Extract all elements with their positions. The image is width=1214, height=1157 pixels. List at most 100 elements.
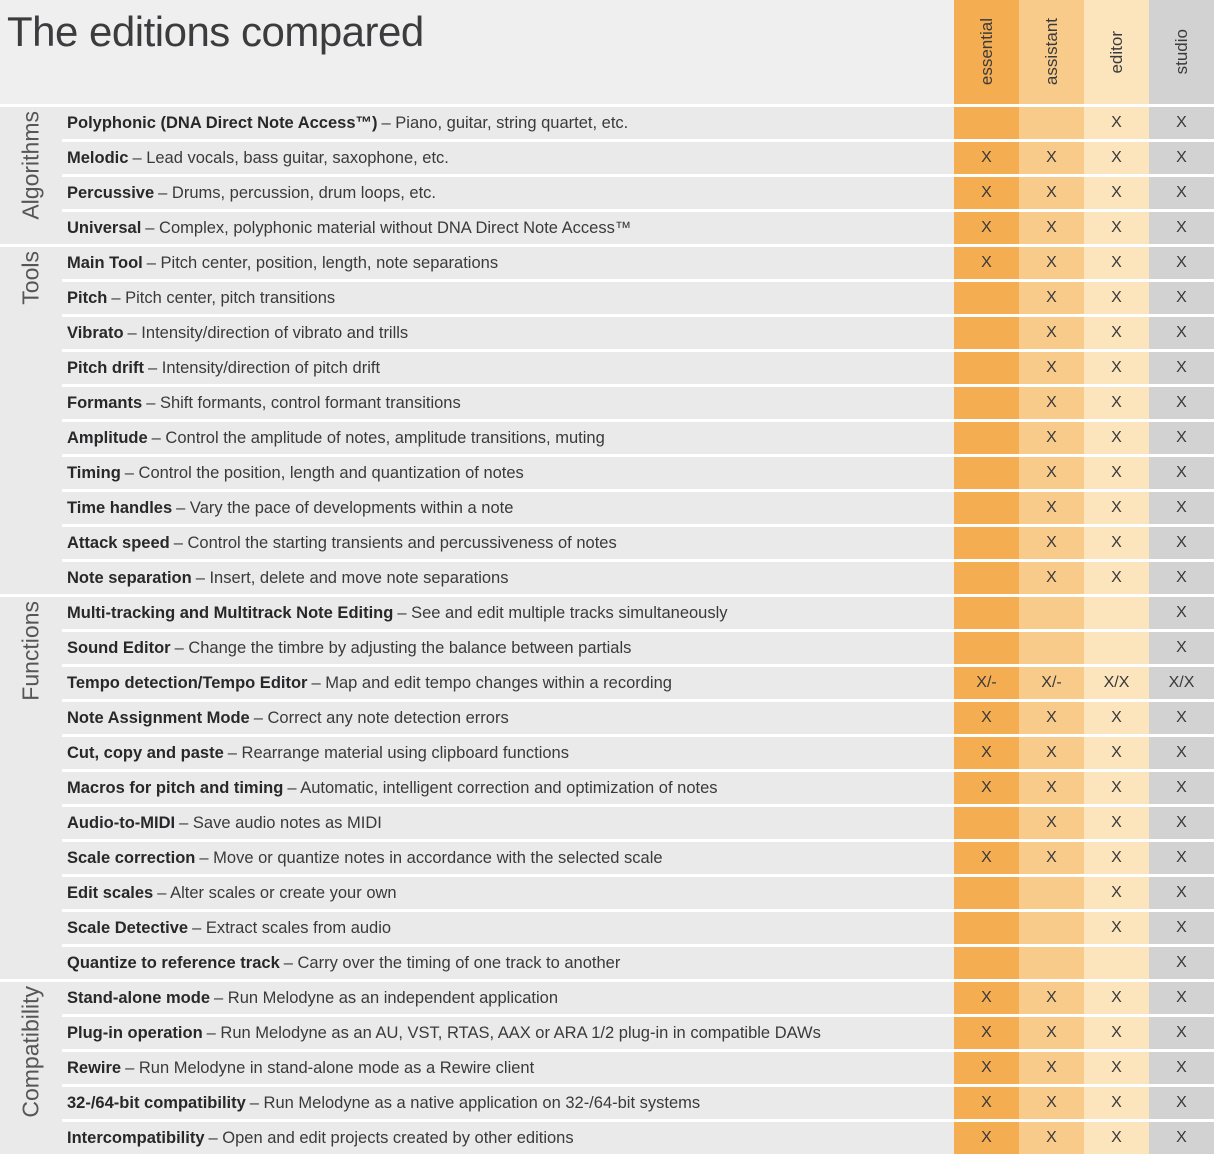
edition-cell-assistant: X bbox=[1019, 492, 1084, 524]
table-row: Rewire – Run Melodyne in stand-alone mode… bbox=[62, 1052, 1214, 1084]
edition-cell-assistant: X bbox=[1019, 177, 1084, 209]
feature-description: – Open and edit projects created by othe… bbox=[208, 1128, 574, 1147]
feature-cell: Vibrato – Intensity/direction of vibrato … bbox=[62, 317, 954, 349]
edition-cell-editor: X bbox=[1084, 1122, 1149, 1154]
feature-cell: Scale correction – Move or quantize notes… bbox=[62, 842, 954, 874]
feature-cell: Sound Editor – Change the timbre by adjus… bbox=[62, 632, 954, 664]
edition-cell-editor: X bbox=[1084, 177, 1149, 209]
edition-cell-assistant bbox=[1019, 947, 1084, 979]
edition-cell-editor: X bbox=[1084, 107, 1149, 139]
edition-cell-essential bbox=[954, 947, 1019, 979]
edition-cell-studio: X bbox=[1149, 1122, 1214, 1154]
edition-cell-assistant: X bbox=[1019, 387, 1084, 419]
edition-cell-editor bbox=[1084, 597, 1149, 629]
edition-cell-editor: X bbox=[1084, 877, 1149, 909]
feature-name: Formants bbox=[67, 393, 143, 412]
feature-cell: Timing – Control the position, length and… bbox=[62, 457, 954, 489]
feature-description: – Intensity/direction of pitch drift bbox=[148, 358, 381, 377]
table-row: Time handles – Vary the pace of developme… bbox=[62, 492, 1214, 524]
column-header-editor: editor bbox=[1084, 0, 1149, 104]
edition-cell-editor: X bbox=[1084, 842, 1149, 874]
edition-cell-editor bbox=[1084, 947, 1149, 979]
edition-cell-assistant: X/- bbox=[1019, 667, 1084, 699]
section-gutter: Tools bbox=[0, 247, 62, 594]
table-row: Tempo detection/Tempo Editor – Map and ed… bbox=[62, 667, 1214, 699]
section-label: Functions bbox=[17, 601, 44, 701]
edition-cell-studio: X bbox=[1149, 947, 1214, 979]
section-algorithms: Algorithms Polyphonic (DNA Direct Note Ac… bbox=[0, 107, 1214, 244]
edition-cell-essential bbox=[954, 352, 1019, 384]
feature-name: Rewire bbox=[67, 1058, 122, 1077]
table-row: Scale Detective – Extract scales from aud… bbox=[62, 912, 1214, 944]
edition-cell-essential: X bbox=[954, 1017, 1019, 1049]
edition-cell-studio: X bbox=[1149, 247, 1214, 279]
edition-cell-editor: X bbox=[1084, 982, 1149, 1014]
edition-cell-assistant bbox=[1019, 632, 1084, 664]
table-row: Main Tool – Pitch center, position, lengt… bbox=[62, 247, 1214, 279]
edition-cell-essential bbox=[954, 527, 1019, 559]
feature-cell: Rewire – Run Melodyne in stand-alone mode… bbox=[62, 1052, 954, 1084]
feature-cell: Plug-in operation – Run Melodyne as an AU… bbox=[62, 1017, 954, 1049]
edition-cell-studio: X bbox=[1149, 702, 1214, 734]
edition-cell-studio: X bbox=[1149, 807, 1214, 839]
feature-name: Pitch bbox=[67, 288, 108, 307]
feature-name: Melodic bbox=[67, 148, 129, 167]
table-row: Sound Editor – Change the timbre by adjus… bbox=[62, 632, 1214, 664]
edition-cell-assistant: X bbox=[1019, 1087, 1084, 1119]
feature-name: Multi-tracking and Multitrack Note Editi… bbox=[67, 603, 394, 622]
feature-description: – Shift formants, control formant transi… bbox=[146, 393, 461, 412]
feature-description: – Piano, guitar, string quartet, etc. bbox=[381, 113, 629, 132]
edition-cell-essential: X bbox=[954, 177, 1019, 209]
edition-cell-assistant bbox=[1019, 597, 1084, 629]
edition-cell-editor: X bbox=[1084, 387, 1149, 419]
table-row: Percussive – Drums, percussion, drum loop… bbox=[62, 177, 1214, 209]
edition-cell-assistant: X bbox=[1019, 1122, 1084, 1154]
feature-description: – Vary the pace of developments within a… bbox=[176, 498, 514, 517]
edition-cell-studio: X bbox=[1149, 1087, 1214, 1119]
table-row: Universal – Complex, polyphonic material … bbox=[62, 212, 1214, 244]
edition-cell-assistant: X bbox=[1019, 737, 1084, 769]
table-row: Stand-alone mode – Run Melodyne as an ind… bbox=[62, 982, 1214, 1014]
feature-description: – Run Melodyne as an AU, VST, RTAS, AAX … bbox=[206, 1023, 821, 1042]
feature-cell: Formants – Shift formants, control forman… bbox=[62, 387, 954, 419]
section-gutter: Functions bbox=[0, 597, 62, 979]
edition-cell-essential: X bbox=[954, 702, 1019, 734]
edition-cell-editor: X bbox=[1084, 702, 1149, 734]
edition-cell-studio: X bbox=[1149, 632, 1214, 664]
feature-name: Vibrato bbox=[67, 323, 124, 342]
feature-description: – Control the amplitude of notes, amplit… bbox=[151, 428, 605, 447]
feature-description: – Pitch center, position, length, note s… bbox=[146, 253, 499, 272]
edition-cell-essential bbox=[954, 317, 1019, 349]
feature-name: Scale Detective bbox=[67, 918, 189, 937]
edition-cell-editor: X bbox=[1084, 807, 1149, 839]
column-header-essential: essential bbox=[954, 0, 1019, 104]
edition-cell-studio: X bbox=[1149, 562, 1214, 594]
feature-cell: Multi-tracking and Multitrack Note Editi… bbox=[62, 597, 954, 629]
edition-cell-editor: X bbox=[1084, 247, 1149, 279]
table-row: Note Assignment Mode – Correct any note d… bbox=[62, 702, 1214, 734]
section-tools: Tools Main Tool – Pitch center, position, … bbox=[0, 247, 1214, 594]
table-row: Pitch – Pitch center, pitch transitions X X… bbox=[62, 282, 1214, 314]
feature-description: – Correct any note detection errors bbox=[253, 708, 509, 727]
edition-cell-studio: X bbox=[1149, 492, 1214, 524]
edition-cell-essential bbox=[954, 422, 1019, 454]
section-rows: Polyphonic (DNA Direct Note Access™) – Pi… bbox=[62, 107, 1214, 244]
edition-cell-editor: X bbox=[1084, 142, 1149, 174]
comparison-table: Algorithms Polyphonic (DNA Direct Note Ac… bbox=[0, 107, 1214, 1154]
edition-cell-studio: X bbox=[1149, 142, 1214, 174]
edition-cell-assistant: X bbox=[1019, 842, 1084, 874]
feature-cell: Audio-to-MIDI – Save audio notes as MIDI bbox=[62, 807, 954, 839]
edition-cell-essential: X/- bbox=[954, 667, 1019, 699]
section-gutter: Algorithms bbox=[0, 107, 62, 244]
edition-cell-editor bbox=[1084, 632, 1149, 664]
feature-description: – Intensity/direction of vibrato and tri… bbox=[127, 323, 409, 342]
feature-name: Scale correction bbox=[67, 848, 196, 867]
table-row: Plug-in operation – Run Melodyne as an AU… bbox=[62, 1017, 1214, 1049]
edition-cell-assistant: X bbox=[1019, 1017, 1084, 1049]
feature-name: Quantize to reference track bbox=[67, 953, 280, 972]
edition-cell-studio: X bbox=[1149, 457, 1214, 489]
column-header-assistant: assistant bbox=[1019, 0, 1084, 104]
feature-name: Plug-in operation bbox=[67, 1023, 203, 1042]
edition-cell-editor: X bbox=[1084, 772, 1149, 804]
feature-name: Note Assignment Mode bbox=[67, 708, 250, 727]
